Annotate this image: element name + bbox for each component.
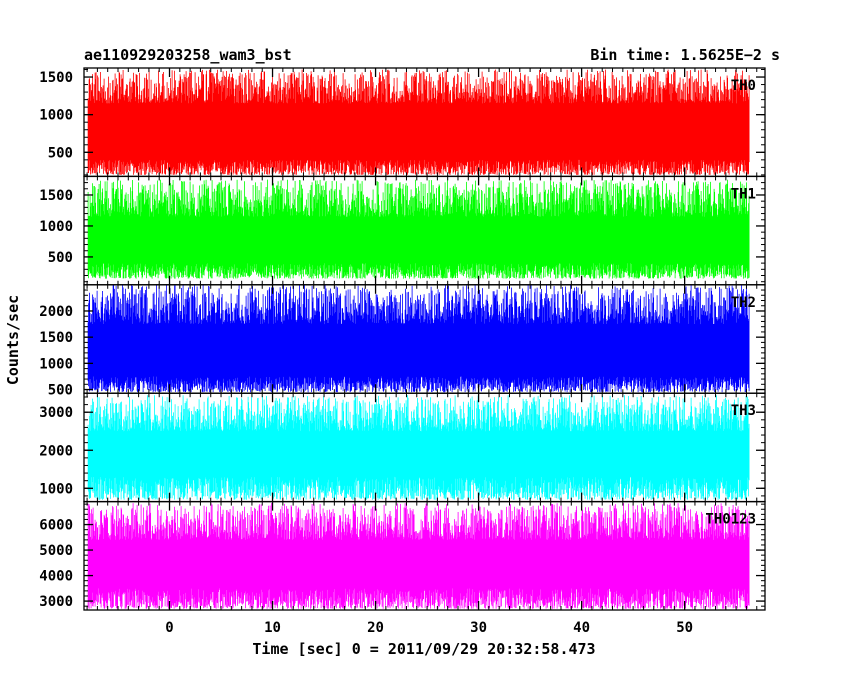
y-tick-label: 1500 bbox=[39, 70, 73, 86]
chart-title-left: ae110929203258_wam3_bst bbox=[84, 46, 292, 64]
y-tick-label: 3000 bbox=[39, 594, 73, 610]
x-axis-title: Time [sec] 0 = 2011/09/29 20:32:58.473 bbox=[252, 640, 595, 658]
y-tick-label: 1000 bbox=[39, 219, 73, 235]
y-tick-label: 2000 bbox=[39, 443, 73, 459]
y-tick-label: 4000 bbox=[39, 569, 73, 585]
panel-label: TH3 bbox=[731, 403, 756, 419]
y-tick-label: 500 bbox=[48, 250, 73, 266]
x-tick-label: 40 bbox=[573, 620, 590, 636]
panel-th3: 1000 2000 3000 TH3 bbox=[39, 392, 766, 503]
panel-th1: 500 1000 1500 TH1 bbox=[39, 175, 766, 286]
x-tick-label: 30 bbox=[470, 620, 487, 636]
panel-label: TH2 bbox=[731, 295, 756, 311]
panel-th0: 500 1000 1500 TH0 bbox=[39, 67, 766, 178]
series-th1 bbox=[87, 179, 750, 279]
panel-label: TH1 bbox=[731, 186, 756, 202]
y-tick-label: 2000 bbox=[39, 304, 73, 320]
panel-th0123: 3000 4000 5000 6000 TH0123 bbox=[39, 500, 766, 611]
panel-frame bbox=[83, 500, 766, 611]
y-axis-title: Counts/sec bbox=[4, 295, 22, 385]
x-tick-label: 50 bbox=[676, 620, 693, 636]
y-tick-label: 6000 bbox=[39, 518, 73, 534]
panel-label: TH0 bbox=[731, 78, 756, 94]
series-th3 bbox=[87, 395, 750, 500]
x-tick-label: 20 bbox=[367, 620, 384, 636]
x-tick-label: 0 bbox=[165, 620, 173, 636]
y-tick-label: 500 bbox=[48, 145, 73, 161]
y-tick-label: 1000 bbox=[39, 481, 73, 497]
y-tick-label: 5000 bbox=[39, 543, 73, 559]
series-th0123 bbox=[87, 503, 750, 609]
y-tick-label: 1500 bbox=[39, 188, 73, 204]
y-tick-label: 1500 bbox=[39, 330, 73, 346]
y-tick-label: 1000 bbox=[39, 108, 73, 124]
y-tick-label: 3000 bbox=[39, 405, 73, 421]
chart-title-right: Bin time: 1.5625E−2 s bbox=[590, 46, 780, 64]
y-tick-label: 1000 bbox=[39, 356, 73, 372]
series-th0 bbox=[87, 69, 750, 175]
panel-label: TH0123 bbox=[705, 512, 756, 528]
series-th2 bbox=[87, 284, 750, 393]
y-tick-label: 500 bbox=[48, 383, 73, 399]
panel-th2: 500 1000 1500 2000 TH2 bbox=[39, 284, 766, 399]
x-tick-label: 10 bbox=[264, 620, 281, 636]
